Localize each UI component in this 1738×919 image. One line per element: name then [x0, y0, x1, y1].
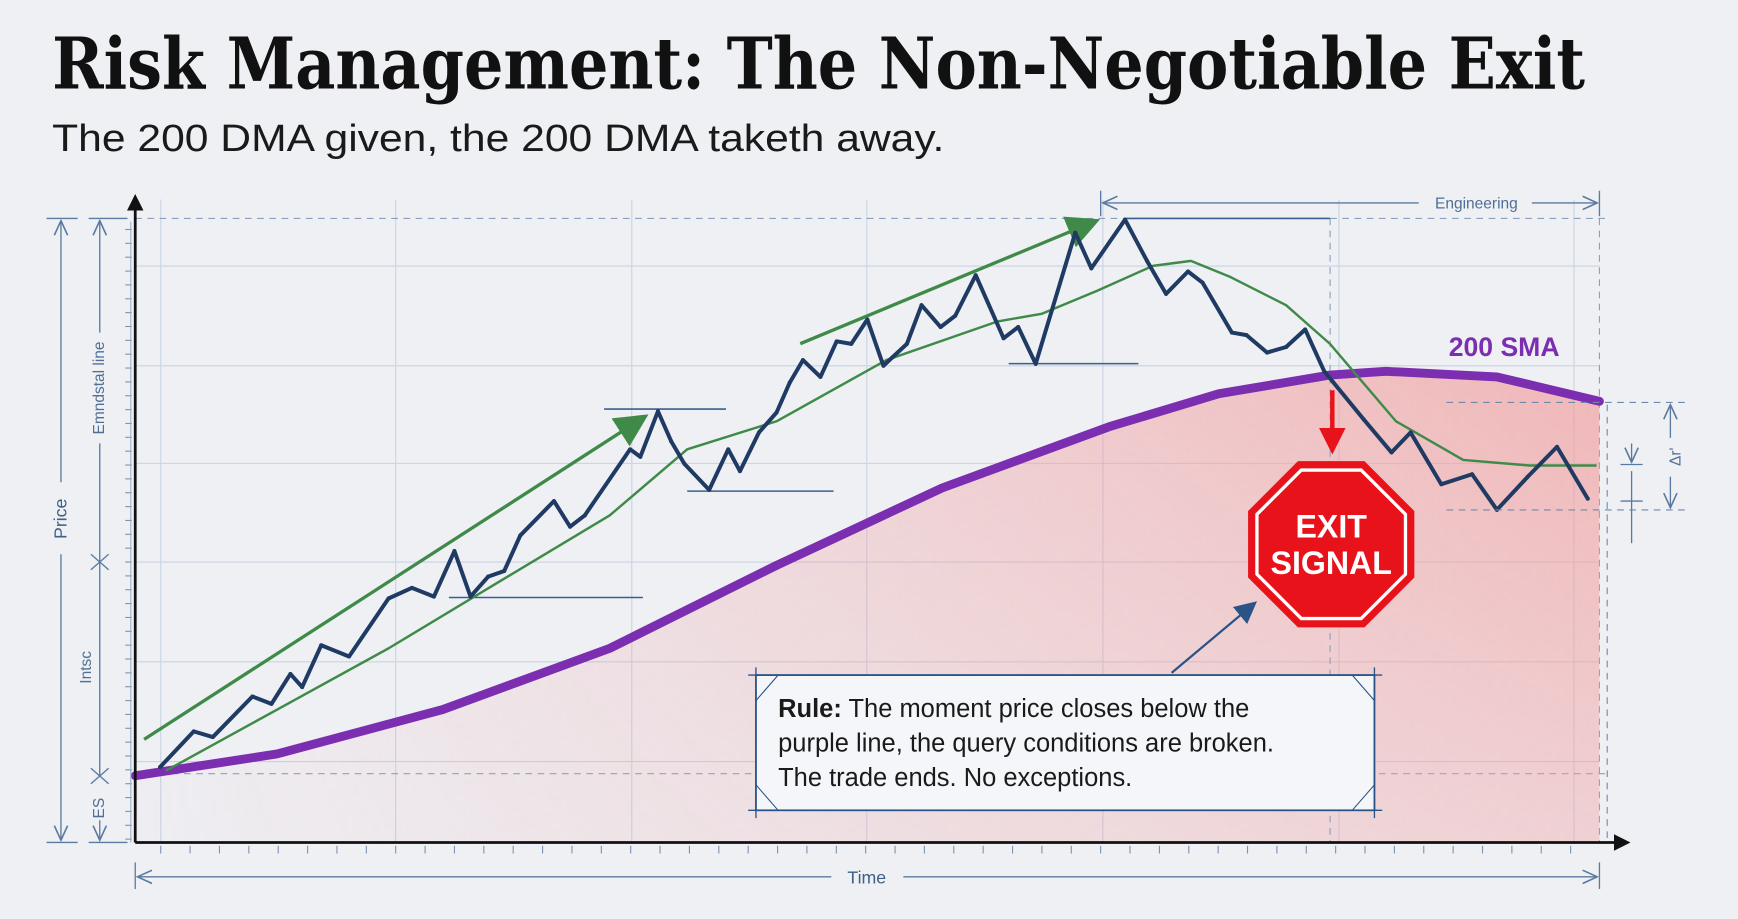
- price-point: [1470, 472, 1475, 477]
- price-point: [1265, 350, 1270, 355]
- right-dimension-label: Δr': [1667, 447, 1684, 466]
- price-point: [502, 569, 507, 573]
- price-point: [158, 764, 163, 769]
- price-point: [1145, 258, 1149, 263]
- price-point: [1554, 444, 1559, 449]
- price-point: [1585, 496, 1590, 501]
- time-dimension: Time: [134, 862, 1601, 890]
- price-point: [1033, 361, 1038, 366]
- price-point: [1001, 336, 1006, 341]
- price-point: [319, 643, 324, 648]
- price-point: [518, 533, 523, 538]
- price-point: [774, 410, 779, 415]
- rule-text-line2: purple line, the query conditions are br…: [778, 730, 1274, 758]
- price-point: [582, 513, 587, 518]
- price-point: [250, 694, 255, 699]
- price-dimension: Price: [46, 217, 78, 844]
- price-point: [834, 339, 839, 344]
- price-point: [568, 524, 573, 529]
- price-point: [431, 594, 436, 599]
- price-point: [1525, 474, 1530, 479]
- price-point: [1186, 269, 1190, 274]
- price-point: [1123, 217, 1128, 222]
- price-point: [973, 273, 978, 278]
- callout-arrow: [1170, 601, 1258, 674]
- price-point: [468, 594, 473, 599]
- price-point: [452, 549, 457, 554]
- price-point: [904, 341, 909, 346]
- rule-text-line1: The moment price closes below the: [842, 695, 1249, 723]
- left-dimension-label-1: Emndstal line: [91, 341, 108, 434]
- price-point: [756, 430, 761, 435]
- price-point: [682, 461, 687, 466]
- price-point: [881, 363, 886, 368]
- support-resistance-lines: [448, 217, 1331, 843]
- short-moving-average-line: [165, 259, 1597, 772]
- right-dimension: Δr': [1446, 401, 1685, 843]
- sma-label: 200 SMA: [1449, 332, 1560, 362]
- price-point: [1389, 450, 1394, 455]
- exit-signal-line2: SIGNAL: [1271, 545, 1392, 581]
- price-point: [1322, 369, 1327, 374]
- price-point: [953, 313, 958, 318]
- price-point: [551, 499, 556, 504]
- price-point: [1303, 327, 1308, 332]
- price-point: [1229, 330, 1234, 335]
- secondary-left-dimension: Emndstal line Intsc ES: [78, 217, 132, 844]
- price-point: [1408, 430, 1413, 435]
- uptrend-arrow-2: [799, 216, 1101, 346]
- price-point: [288, 671, 293, 676]
- price-point: [1164, 291, 1169, 296]
- page-subtitle: The 200 DMA given, the 200 DMA taketh aw…: [52, 117, 944, 159]
- exit-signal-stop-sign: EXIT SIGNAL: [1248, 461, 1415, 628]
- price-point: [865, 317, 870, 322]
- page-title: Risk Management: The Non-Negotiable Exit: [52, 22, 1585, 106]
- price-point: [269, 701, 274, 706]
- price-point: [655, 409, 660, 414]
- left-dimension-label-2: Intsc: [78, 651, 95, 684]
- price-point: [787, 380, 792, 385]
- price-point: [210, 735, 215, 739]
- engineering-label: Engineering: [1435, 195, 1518, 212]
- rule-callout-box: Rule: The moment price closes below the …: [748, 667, 1383, 819]
- price-point: [919, 303, 924, 308]
- price-point: [1244, 333, 1249, 338]
- y-axis-label: Price: [51, 498, 71, 539]
- price-point: [1284, 344, 1289, 349]
- svg-text:Rule: The moment price closes: Rule: The moment price closes below the: [778, 695, 1249, 723]
- price-points: [158, 217, 1590, 769]
- price-point: [1361, 417, 1366, 422]
- sma-200-line: [130, 366, 1604, 781]
- exit-signal-line1: EXIT: [1296, 509, 1368, 545]
- left-dimension-label-3: ES: [91, 798, 108, 819]
- price-point: [737, 469, 742, 474]
- price-point: [1089, 266, 1094, 271]
- price-point: [938, 325, 943, 329]
- price-point: [300, 685, 305, 690]
- rule-text-line3: The trade ends. No exceptions.: [778, 764, 1132, 792]
- price-point: [726, 447, 731, 452]
- uptrend-arrow-1: [143, 414, 649, 741]
- price-point: [800, 358, 805, 363]
- price-point: [1200, 280, 1205, 285]
- price-point: [638, 454, 643, 459]
- price-point: [386, 596, 391, 601]
- x-axis-label: Time: [847, 867, 886, 887]
- engineering-dimension: Engineering: [1099, 190, 1601, 217]
- rule-label: Rule:: [778, 695, 842, 723]
- price-point: [486, 574, 491, 579]
- price-point: [191, 729, 196, 734]
- price-point: [1016, 325, 1021, 329]
- price-point: [1439, 482, 1444, 487]
- price-point: [669, 439, 674, 444]
- price-point: [1073, 230, 1078, 235]
- price-point: [707, 487, 712, 492]
- price-point: [818, 374, 823, 379]
- price-point: [409, 585, 414, 590]
- price-point: [849, 341, 854, 346]
- price-point: [347, 654, 351, 659]
- price-point: [628, 447, 633, 452]
